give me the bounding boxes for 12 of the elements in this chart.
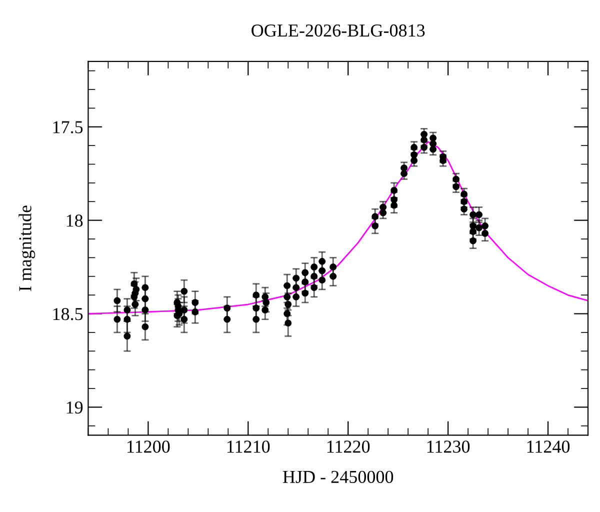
x-tick-label: 11220 bbox=[327, 440, 370, 453]
x-tick-label: 11230 bbox=[427, 440, 470, 453]
y-tick-label: 19 bbox=[66, 401, 83, 414]
y-tick-label: 18.5 bbox=[53, 308, 83, 320]
chart-title: OGLE-2026-BLG-0813 bbox=[252, 24, 425, 37]
x-tick-label: 11210 bbox=[227, 440, 270, 453]
y-tick-label: 17.5 bbox=[53, 121, 83, 134]
y-tick-label: 18 bbox=[66, 214, 83, 227]
x-tick-label: 11240 bbox=[527, 440, 570, 453]
x-axis-title: HJD - 2450000 bbox=[282, 470, 394, 484]
y-axis-title: I magnitude bbox=[18, 206, 36, 292]
x-tick-label: 11200 bbox=[128, 440, 170, 453]
